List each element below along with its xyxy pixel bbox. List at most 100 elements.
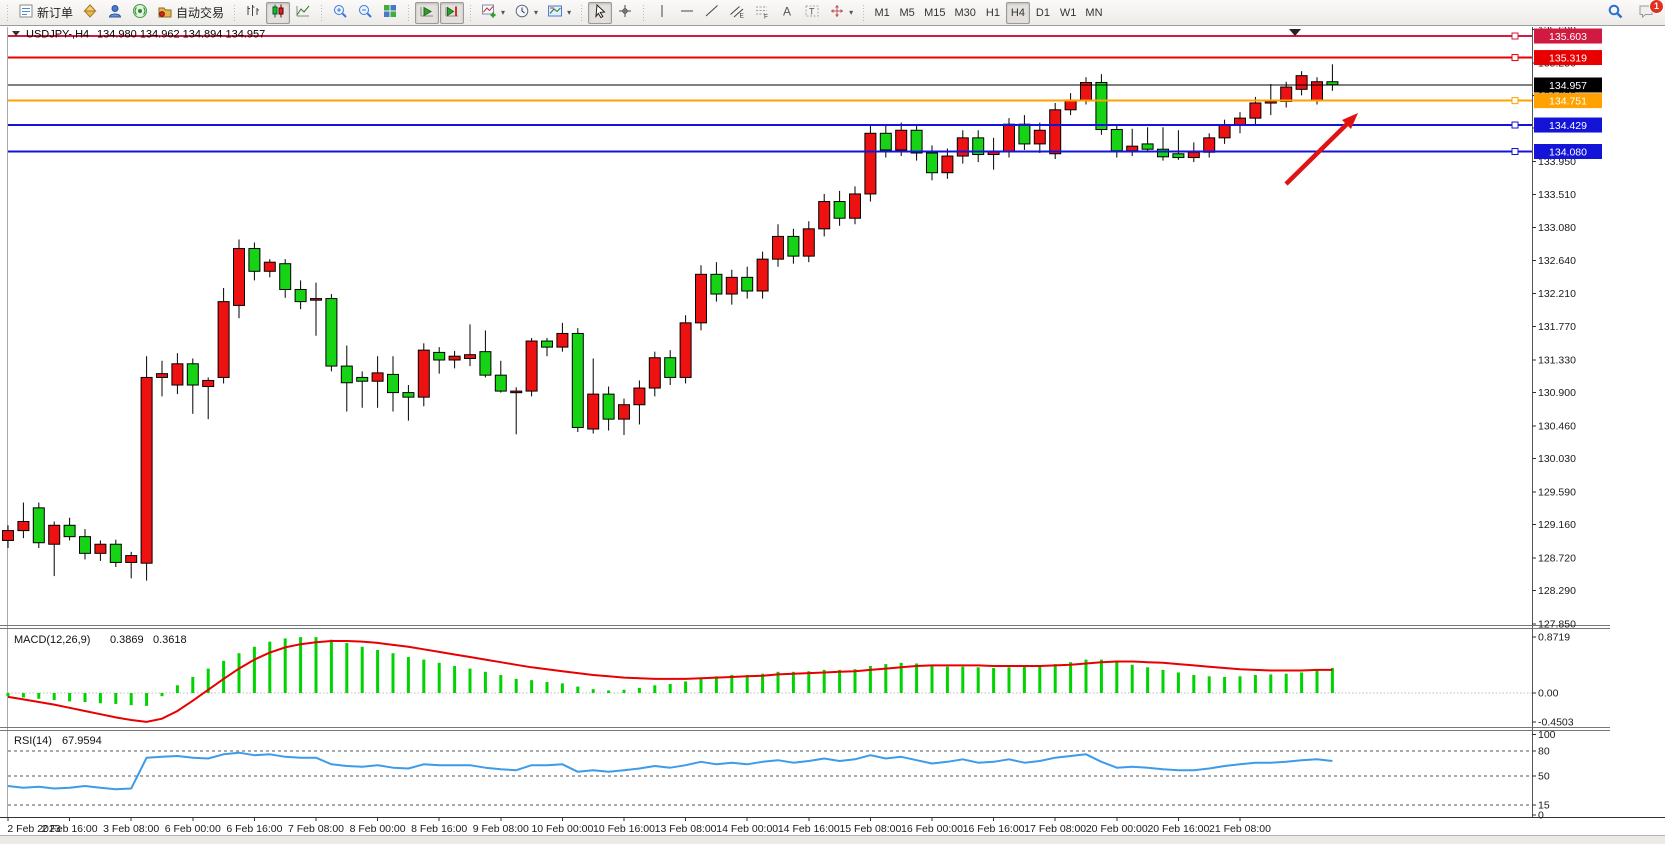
cursor-button[interactable]: [588, 1, 613, 24]
toolbar-grip[interactable]: [406, 4, 412, 21]
macd-value-signal: 0.3618: [153, 634, 187, 646]
new-order-icon: [18, 3, 34, 22]
trendline-icon: [704, 3, 720, 22]
toolbar-grip[interactable]: [468, 4, 474, 21]
macd-bar: [360, 646, 364, 693]
line-handle[interactable]: [1511, 97, 1519, 105]
signals-button[interactable]: [128, 2, 152, 24]
horizontal-line-button[interactable]: [675, 2, 699, 24]
toolbar-grip[interactable]: [579, 4, 585, 21]
time-axis-label: 15 Feb 08:00: [839, 823, 901, 835]
candlestick-chart-button[interactable]: [266, 1, 291, 24]
toolbar-grip[interactable]: [861, 4, 867, 21]
add-indicator-button[interactable]: ▾: [477, 2, 509, 24]
rsi-panel: 100 80 50 150 RSI(14) 67.9594: [7, 729, 1556, 822]
macd-bar: [1269, 674, 1273, 693]
annotation-arrow[interactable]: [1284, 113, 1358, 186]
macd-bar: [591, 689, 595, 693]
auto-scroll-button[interactable]: [415, 1, 440, 24]
macd-bar: [1022, 666, 1026, 693]
svg-text:133.510: 133.510: [1538, 189, 1576, 201]
macd-bar: [1069, 662, 1073, 693]
timeframe-mn-button[interactable]: MN: [1081, 2, 1106, 24]
svg-text:15: 15: [1538, 800, 1550, 812]
market-watch-button[interactable]: [78, 2, 102, 24]
new-order-label: 新订单: [37, 6, 74, 20]
macd-bar: [514, 678, 518, 693]
bar-chart-button[interactable]: [241, 2, 265, 24]
price-badge: 135.319: [1534, 50, 1602, 66]
macd-bar: [545, 682, 549, 693]
profile-icon: [107, 3, 123, 22]
vertical-line-icon: [654, 3, 670, 22]
text-label-button[interactable]: T: [800, 2, 824, 24]
timeframe-m5-button[interactable]: M5: [895, 2, 919, 24]
macd-bar: [899, 662, 903, 693]
vertical-line-button[interactable]: [650, 2, 674, 24]
line-handle[interactable]: [1511, 121, 1519, 129]
timeframe-w1-button[interactable]: W1: [1056, 2, 1081, 24]
templates-icon: [547, 3, 563, 22]
arrows-icon: [829, 3, 845, 22]
search-button[interactable]: [1603, 2, 1628, 24]
zoom-out-button[interactable]: [353, 2, 377, 24]
time-axis-label: 16 Feb 00:00: [901, 823, 963, 835]
line-handle[interactable]: [1511, 32, 1519, 40]
notifications-button[interactable]: 1: [1634, 0, 1664, 24]
arrows-button[interactable]: ▾: [825, 2, 857, 24]
macd-bar: [160, 693, 164, 697]
timeframe-m30-button[interactable]: M30: [951, 2, 980, 24]
crosshair-button[interactable]: [613, 2, 637, 24]
equidistant-channel-button[interactable]: E: [725, 2, 749, 24]
macd-bar: [206, 668, 210, 693]
chart-shift-marker[interactable]: [1289, 29, 1301, 36]
chart-area[interactable]: 135.690135.250134.820134.390133.950133.5…: [0, 24, 1665, 835]
macd-bar: [329, 639, 333, 693]
toolbar-grip[interactable]: [232, 4, 238, 21]
periods-button[interactable]: ▾: [510, 2, 542, 24]
timeframe-h1-button[interactable]: H1: [981, 2, 1005, 24]
macd-bar: [191, 676, 195, 693]
macd-bar: [684, 681, 688, 693]
zoom-in-button[interactable]: [328, 2, 352, 24]
macd-bar: [52, 693, 56, 701]
svg-text:F: F: [764, 14, 768, 20]
new-order-button[interactable]: 新订单: [14, 2, 77, 24]
trendline-button[interactable]: [700, 2, 724, 24]
macd-bar: [283, 638, 287, 693]
macd-bar: [653, 685, 657, 693]
toolbar-grip[interactable]: [319, 4, 325, 21]
auto-trading-button[interactable]: 自动交易: [153, 2, 228, 24]
macd-bar: [884, 664, 888, 693]
toolbar-grip[interactable]: [5, 4, 10, 21]
toolbar-grip[interactable]: [641, 4, 647, 21]
macd-bar: [1330, 667, 1334, 693]
fibonacci-button[interactable]: F: [750, 2, 774, 24]
line-chart-button[interactable]: [291, 2, 315, 24]
profile-button[interactable]: [103, 2, 127, 24]
timeframe-m15-button[interactable]: M15: [920, 2, 949, 24]
symbol-dropdown-icon: [12, 31, 20, 36]
timeframe-m1-button[interactable]: M1: [870, 2, 894, 24]
line-chart-icon: [295, 3, 311, 22]
macd-bar: [945, 666, 949, 693]
macd-bar: [853, 669, 857, 693]
tile-windows-button[interactable]: [378, 2, 402, 24]
macd-bar: [406, 657, 410, 693]
macd-bar: [1300, 672, 1304, 693]
clock-icon: [514, 3, 530, 22]
line-handle[interactable]: [1511, 147, 1519, 155]
timeframe-h4-button[interactable]: H4: [1005, 1, 1030, 24]
chart-title-ohlc: 134.980 134.962 134.894 134.957: [97, 29, 265, 41]
svg-text:133.080: 133.080: [1538, 222, 1576, 234]
svg-text:0.8719: 0.8719: [1538, 632, 1570, 644]
macd-bar: [1207, 676, 1211, 693]
macd-bar: [1253, 675, 1257, 693]
timeframe-d1-button[interactable]: D1: [1031, 2, 1055, 24]
chart-shift-button[interactable]: [440, 1, 465, 24]
templates-button[interactable]: ▾: [543, 2, 575, 24]
timeframe-toolbar: M1 M5 M15 M30 H1 H4 D1 W1 MN: [870, 1, 1106, 24]
macd-bar: [1315, 670, 1319, 693]
line-handle[interactable]: [1511, 54, 1519, 62]
text-button[interactable]: A: [775, 2, 799, 24]
